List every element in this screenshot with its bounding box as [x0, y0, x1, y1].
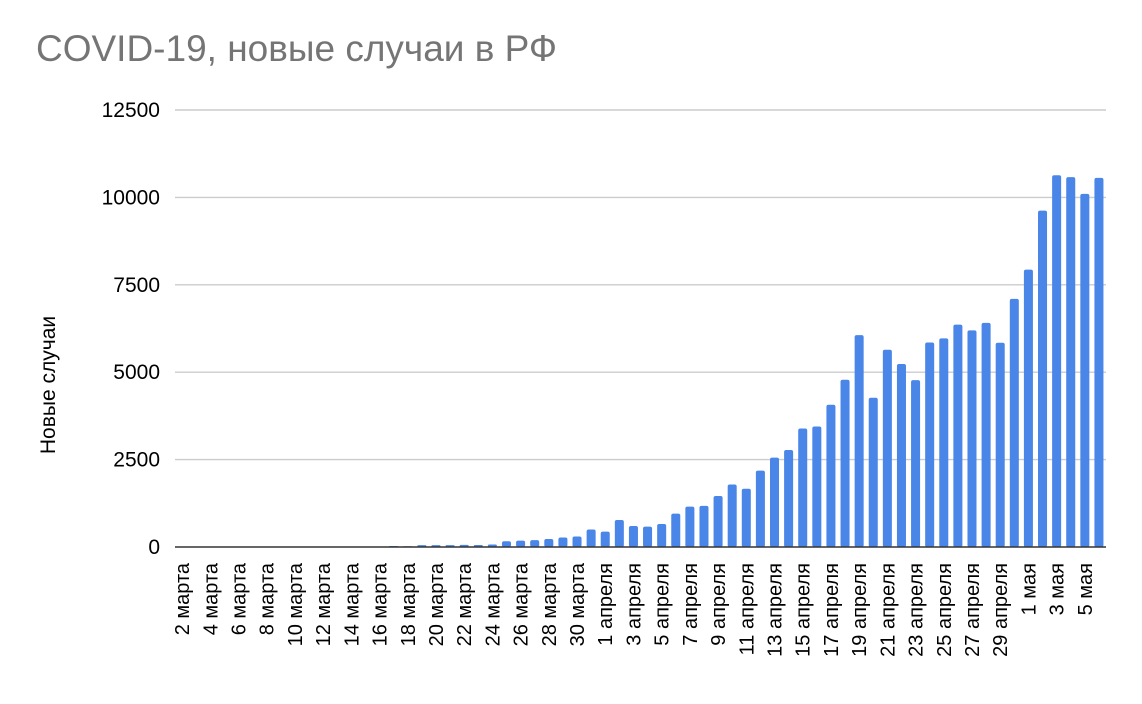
- bar: [953, 324, 963, 547]
- bar: [685, 506, 695, 547]
- bar: [657, 523, 667, 547]
- x-tick-label: 9 апреля: [708, 563, 730, 646]
- bar: [1052, 175, 1062, 547]
- bar: [1023, 269, 1033, 547]
- x-tick-label: 13 апреля: [765, 563, 787, 657]
- bar: [755, 470, 765, 547]
- bar: [840, 379, 850, 547]
- bar: [586, 529, 596, 547]
- x-tick-label: 2 марта: [172, 562, 194, 635]
- x-tick-label: 1 апреля: [595, 563, 617, 646]
- axes: 0 2500 5000 7500 10000 12500 2 марта 4 марта 6 м…: [102, 99, 1106, 657]
- gridlines: [175, 109, 1106, 461]
- bar: [727, 484, 737, 547]
- x-tick-label: 29 апреля: [990, 563, 1012, 657]
- bar: [614, 520, 624, 547]
- y-axis-title: Новые случаи: [37, 316, 60, 454]
- x-tick-label: 3 апреля: [623, 563, 645, 646]
- bar: [854, 335, 864, 547]
- bar: [995, 342, 1005, 547]
- y-tick-label: 12500: [102, 99, 160, 122]
- x-tick-label: 10 марта: [285, 562, 307, 646]
- bar: [530, 540, 540, 547]
- bar: [939, 338, 949, 547]
- bar: [882, 349, 892, 547]
- x-tick-label: 19 апреля: [849, 563, 871, 657]
- bar: [643, 526, 653, 547]
- x-tick-label: 21 апреля: [877, 563, 899, 657]
- bar: [699, 505, 709, 547]
- x-tick-label: 18 марта: [398, 562, 420, 646]
- y-tick-label: 7500: [113, 274, 160, 297]
- x-tick-label: 3 мая: [1047, 563, 1069, 615]
- bar: [981, 322, 991, 547]
- bar: [925, 342, 935, 547]
- x-tick-label: 11 апреля: [736, 563, 758, 655]
- bar: [544, 539, 554, 547]
- bar: [671, 513, 681, 547]
- bar: [1080, 193, 1090, 547]
- y-tick-label: 5000: [113, 361, 160, 384]
- x-tick-label: 25 апреля: [934, 563, 956, 657]
- y-tick-label: 2500: [113, 449, 160, 472]
- bar: [826, 404, 836, 547]
- x-tick-label: 27 апреля: [962, 563, 984, 657]
- x-tick-label: 5 мая: [1075, 563, 1097, 615]
- x-tick-label: 1 мая: [1018, 563, 1040, 615]
- x-tick-label: 16 марта: [370, 562, 392, 646]
- x-tick-label: 8 марта: [257, 562, 279, 635]
- bar: [967, 330, 977, 547]
- x-tick-label: 30 марта: [567, 562, 589, 646]
- x-tick-label: 20 марта: [426, 562, 448, 646]
- bar: [1066, 177, 1076, 547]
- bar: [911, 380, 921, 547]
- x-tick-label: 17 апреля: [821, 563, 843, 657]
- x-tick-label: 14 марта: [341, 562, 363, 646]
- bar: [713, 495, 723, 547]
- x-tick-label: 24 марта: [482, 562, 504, 646]
- x-tick-label: 23 апреля: [906, 563, 928, 657]
- bar: [1009, 298, 1019, 547]
- x-tick-label: 12 марта: [313, 562, 335, 646]
- bar: [812, 426, 822, 547]
- x-tick-label: 15 апреля: [793, 563, 815, 657]
- bar: [868, 397, 878, 547]
- x-tick-label: 28 марта: [539, 562, 561, 646]
- bar: [501, 541, 512, 547]
- bar: [896, 363, 906, 547]
- bar: [600, 531, 610, 547]
- x-tick-label: 26 марта: [511, 562, 533, 646]
- bar: [558, 537, 568, 547]
- x-tick-label: 22 марта: [454, 562, 476, 646]
- bar: [1038, 210, 1048, 547]
- bar: [769, 457, 780, 547]
- bar: [798, 428, 808, 547]
- bar: [628, 525, 638, 547]
- bar: [741, 488, 751, 547]
- chart-title: COVID-19, новые случаи в РФ: [36, 28, 558, 69]
- y-tick-label: 0: [148, 536, 160, 559]
- bars: [219, 175, 1104, 547]
- bar: [1094, 177, 1104, 547]
- x-tick-label: 7 апреля: [680, 563, 702, 646]
- x-tick-label: 4 марта: [200, 562, 222, 635]
- bar: [516, 540, 526, 547]
- bar: [572, 536, 582, 547]
- bar: [784, 450, 794, 547]
- x-tick-label: 6 марта: [228, 562, 250, 635]
- x-tick-label: 5 апреля: [652, 563, 674, 646]
- y-tick-label: 10000: [102, 186, 160, 209]
